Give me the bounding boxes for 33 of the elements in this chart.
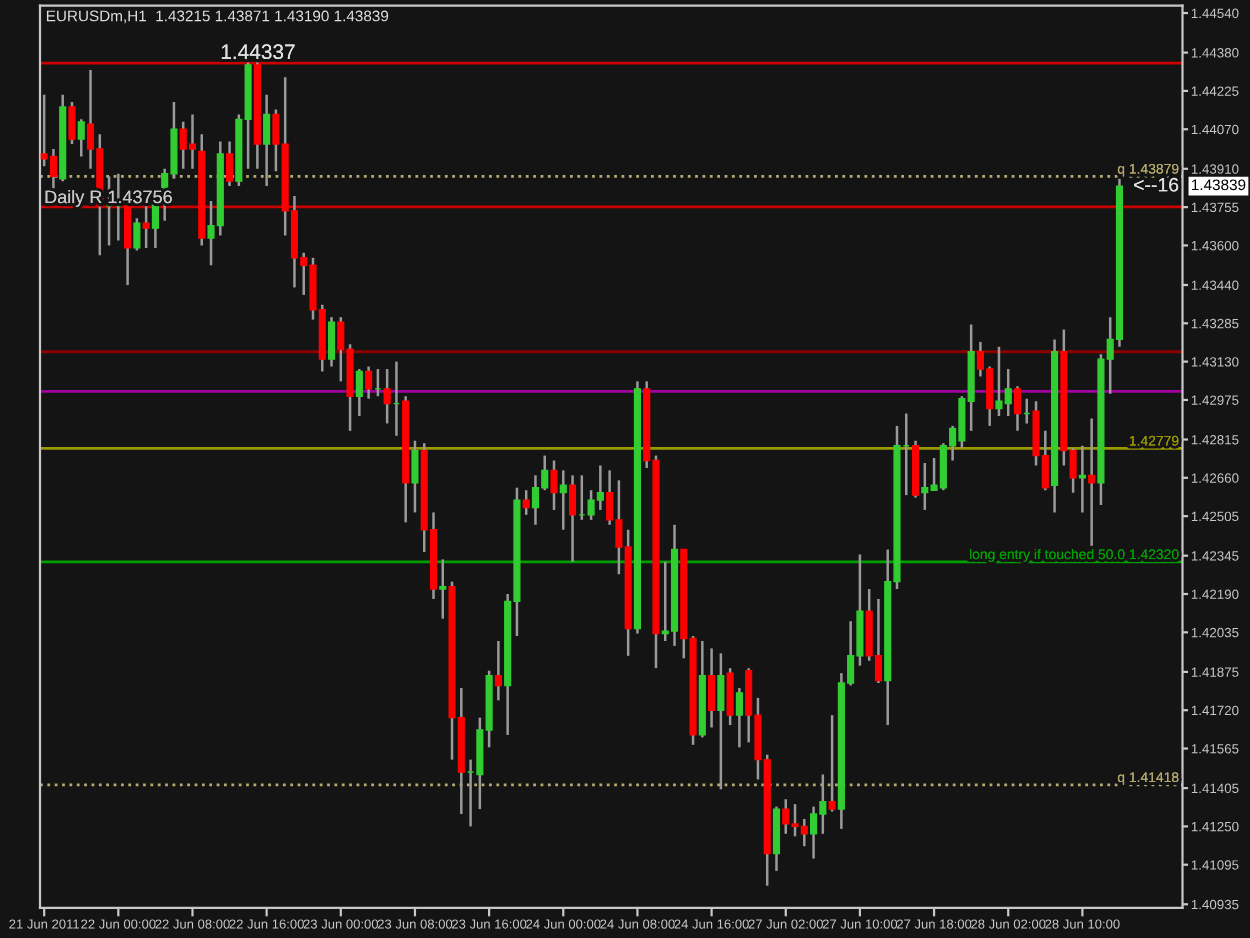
candlestick bbox=[559, 469, 567, 531]
candlestick bbox=[142, 204, 150, 250]
candlestick bbox=[828, 713, 836, 813]
candlestick bbox=[225, 140, 234, 188]
candlestick bbox=[717, 652, 725, 791]
annotation: <--16 bbox=[1134, 177, 1179, 192]
candlestick bbox=[568, 474, 577, 564]
candlestick bbox=[531, 474, 540, 527]
candlestick bbox=[1078, 444, 1086, 514]
candlestick bbox=[188, 113, 197, 171]
candlestick bbox=[522, 488, 530, 517]
candlestick bbox=[355, 367, 363, 418]
ref-line-label: 1.44337 bbox=[221, 44, 295, 60]
candlestick bbox=[809, 805, 818, 860]
candlestick bbox=[1013, 385, 1022, 433]
candlestick bbox=[327, 315, 336, 368]
candlestick bbox=[708, 647, 716, 729]
candlestick bbox=[726, 666, 734, 727]
candlestick bbox=[77, 118, 85, 158]
candlestick bbox=[383, 367, 391, 425]
candlestick bbox=[133, 216, 141, 252]
candlestick bbox=[735, 686, 743, 749]
candlestick bbox=[596, 464, 604, 512]
candlestick bbox=[772, 805, 781, 873]
candlestick bbox=[494, 639, 502, 702]
candlestick bbox=[68, 100, 76, 146]
candlestick bbox=[874, 597, 883, 685]
candlestick bbox=[550, 459, 558, 512]
candlestick bbox=[263, 93, 271, 188]
candlestick bbox=[365, 365, 373, 400]
candlestick bbox=[439, 558, 447, 620]
candlestick bbox=[49, 147, 58, 190]
candlestick bbox=[411, 439, 419, 514]
